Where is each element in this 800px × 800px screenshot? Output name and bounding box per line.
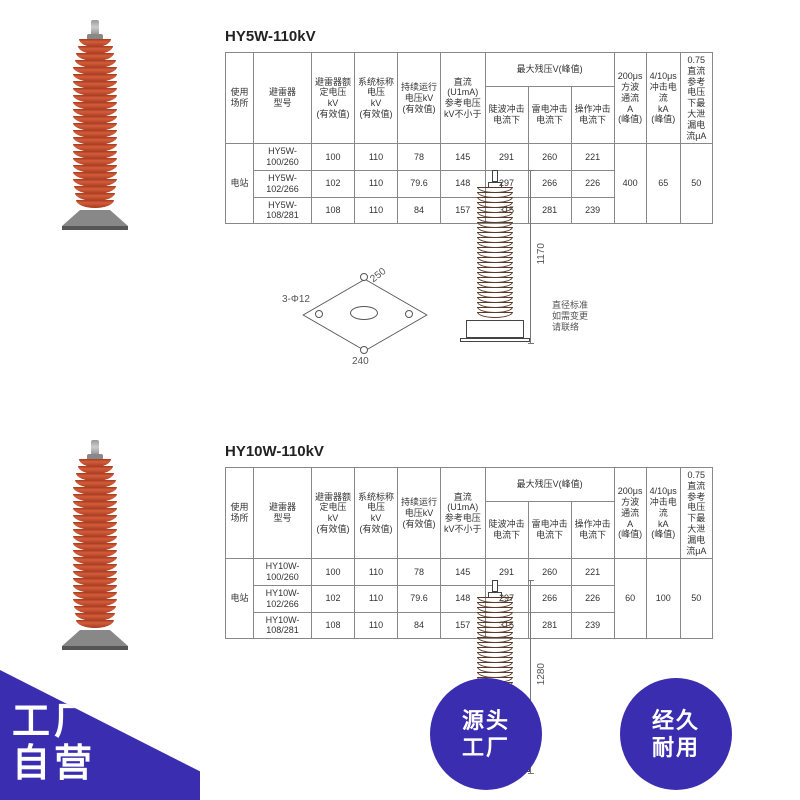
arrester-photo [60, 440, 130, 650]
table-row: 电站HY5W-100/26010011078145291260221400655… [226, 144, 713, 171]
dimension-height: 1170 [536, 243, 547, 265]
promo-badge-source: 源头工厂 [430, 678, 542, 790]
badge-text: 工厂自营 [12, 702, 96, 786]
promo-badge-factory: 工厂自营 [0, 670, 200, 800]
promo-badge-durable: 经久耐用 [620, 678, 732, 790]
technical-drawing: 11703-Φ12250240直径标准如需变更请联络 [460, 170, 530, 342]
section-title: HY10W-110kV [225, 443, 324, 460]
section-title: HY5W-110kV [225, 28, 316, 45]
dimension-height: 1280 [536, 663, 547, 685]
page-root: HY5W-110kV使用场所避雷器型号避雷器额定电压kV(有效值)系统标称电压k… [0, 0, 800, 800]
arrester-photo [60, 20, 130, 230]
base-plan-diagram: 3-Φ12250240 [310, 274, 430, 364]
